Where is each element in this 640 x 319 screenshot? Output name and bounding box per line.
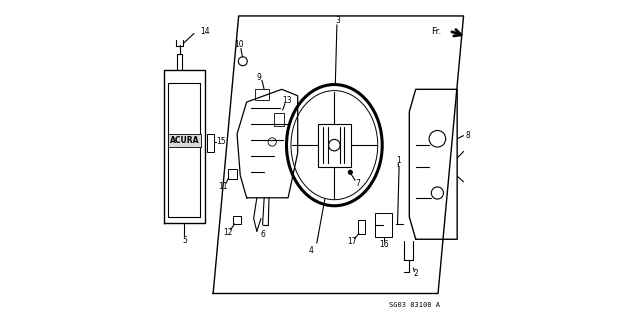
Bar: [228, 169, 237, 179]
Text: 10: 10: [234, 40, 243, 48]
Text: 17: 17: [347, 237, 356, 246]
Text: 9: 9: [256, 73, 261, 82]
Text: 5: 5: [182, 236, 187, 245]
Text: 8: 8: [465, 131, 470, 140]
Bar: [233, 216, 241, 224]
Circle shape: [348, 170, 353, 174]
Text: 15: 15: [216, 137, 226, 146]
Text: 11: 11: [218, 182, 228, 191]
Bar: [358, 220, 365, 234]
Text: 14: 14: [200, 27, 210, 36]
Bar: [274, 113, 284, 126]
Text: 1: 1: [396, 156, 401, 165]
Text: 12: 12: [224, 228, 233, 237]
Text: 7: 7: [355, 179, 360, 188]
Bar: [255, 89, 269, 100]
Bar: [375, 213, 392, 237]
Text: 3: 3: [335, 16, 340, 25]
Bar: [207, 134, 214, 152]
Text: 13: 13: [283, 96, 292, 105]
Text: ACURA: ACURA: [170, 136, 199, 145]
Text: 4: 4: [308, 246, 314, 255]
Text: 2: 2: [413, 269, 418, 278]
Text: 6: 6: [260, 230, 265, 239]
Text: SG03 83100 A: SG03 83100 A: [388, 302, 440, 308]
Text: 16: 16: [379, 241, 388, 249]
Text: Fr.: Fr.: [431, 27, 441, 36]
